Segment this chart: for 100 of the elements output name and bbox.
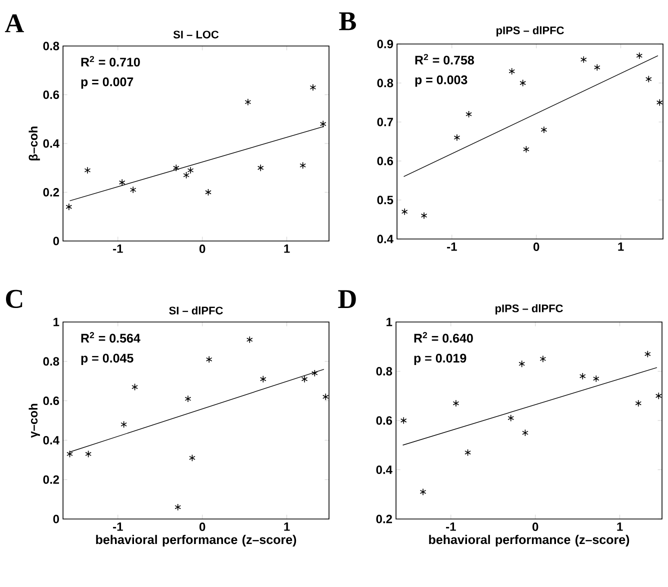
point bbox=[466, 110, 472, 118]
y-tick-label: 0.7 bbox=[377, 118, 393, 126]
point bbox=[118, 178, 126, 186]
point bbox=[592, 375, 600, 382]
y-tick-label: 1 bbox=[386, 318, 392, 326]
text: A bbox=[4, 14, 24, 32]
x-tick-label: 0 bbox=[533, 242, 540, 252]
chart-title: SI – LOC bbox=[173, 30, 219, 38]
y-tick-label: 0.8 bbox=[43, 42, 60, 50]
point bbox=[635, 400, 642, 407]
annotation: p = 0.019 bbox=[414, 354, 466, 366]
point bbox=[644, 350, 651, 358]
annotation: p = 0.003 bbox=[415, 75, 468, 87]
x-tick-label: -1 bbox=[447, 242, 457, 251]
point bbox=[85, 450, 92, 458]
y-tick-label: 0.4 bbox=[377, 234, 394, 244]
y-tick-label: 0.6 bbox=[376, 416, 392, 425]
point bbox=[540, 355, 546, 363]
point bbox=[464, 448, 471, 456]
annotation: R$^{2}$ = 0.710 bbox=[81, 56, 140, 67]
point bbox=[655, 392, 662, 400]
annotation: R$^{2}$ = 0.640 bbox=[414, 332, 473, 343]
x-tick-label: -1 bbox=[446, 522, 456, 531]
x-axis-title: behavioral performance (z–score) bbox=[429, 534, 630, 547]
chart-title: pIPS – dlPFC bbox=[496, 304, 563, 314]
point bbox=[508, 414, 514, 422]
y-tick-label: 0.4 bbox=[43, 139, 60, 148]
x-tick-label: 0 bbox=[199, 244, 206, 254]
x-tick-label: 0 bbox=[532, 522, 538, 532]
x-tick-label: 0 bbox=[199, 522, 206, 532]
x-tick-label: -1 bbox=[113, 244, 123, 253]
point bbox=[508, 68, 516, 75]
point bbox=[84, 166, 91, 174]
text: B bbox=[339, 12, 356, 30]
text: C bbox=[6, 290, 22, 308]
point bbox=[454, 134, 460, 142]
point bbox=[420, 212, 428, 220]
y-tick-label: 0 bbox=[53, 236, 59, 246]
y-tick-label: 0 bbox=[53, 514, 59, 524]
point bbox=[206, 356, 212, 364]
point bbox=[184, 395, 192, 402]
y-tick-label: 0.4 bbox=[43, 436, 60, 444]
chart-title: SI – dlPFC bbox=[169, 306, 223, 314]
point bbox=[257, 164, 264, 172]
point bbox=[311, 370, 318, 377]
point bbox=[540, 126, 548, 134]
x-axis-title: behavioral performance (z–score) bbox=[96, 534, 296, 547]
y-tick-label: 0.6 bbox=[377, 156, 394, 166]
y-axis-title: γ–coh bbox=[28, 404, 40, 438]
annotation: p = 0.045 bbox=[81, 354, 134, 366]
point bbox=[66, 203, 72, 210]
point bbox=[130, 186, 136, 194]
annotation: p = 0.007 bbox=[81, 77, 134, 89]
point bbox=[522, 429, 528, 436]
point bbox=[187, 166, 194, 174]
point bbox=[205, 188, 212, 196]
point bbox=[580, 56, 587, 64]
y-tick-label: 0.8 bbox=[377, 78, 394, 88]
point bbox=[520, 79, 526, 87]
point bbox=[322, 393, 329, 400]
point bbox=[518, 360, 525, 368]
x-tick-label: -1 bbox=[113, 522, 123, 531]
point bbox=[300, 162, 306, 170]
y-tick-label: 0.2 bbox=[43, 475, 59, 484]
point bbox=[120, 420, 127, 428]
point bbox=[246, 336, 253, 344]
x-tick-label: 1 bbox=[284, 522, 290, 531]
point bbox=[174, 504, 182, 511]
point bbox=[656, 98, 663, 106]
y-tick-label: 1 bbox=[54, 318, 60, 326]
point bbox=[310, 84, 316, 92]
point bbox=[523, 146, 530, 153]
point bbox=[244, 98, 252, 106]
point bbox=[645, 75, 652, 83]
y-tick-label: 0.6 bbox=[43, 396, 60, 406]
text: D bbox=[338, 290, 356, 308]
y-tick-label: 0.4 bbox=[376, 466, 392, 474]
x-tick-label: 1 bbox=[618, 242, 624, 251]
x-tick-label: 1 bbox=[284, 244, 290, 253]
point bbox=[260, 376, 266, 383]
point bbox=[183, 172, 190, 179]
point bbox=[594, 64, 600, 71]
chart-title: pIPS – dlPFC bbox=[496, 26, 564, 36]
y-tick-label: 0.8 bbox=[376, 367, 392, 376]
point bbox=[452, 400, 460, 407]
point bbox=[172, 164, 180, 172]
point bbox=[420, 488, 426, 496]
point bbox=[636, 52, 643, 60]
point bbox=[400, 416, 407, 424]
y-tick-label: 0.5 bbox=[377, 196, 394, 204]
point bbox=[579, 372, 586, 380]
annotation: R$^{2}$ = 0.564 bbox=[81, 332, 140, 343]
point bbox=[189, 454, 196, 462]
point bbox=[401, 208, 408, 216]
point bbox=[132, 383, 138, 391]
y-axis-title: β–coh bbox=[28, 126, 40, 160]
x-tick-label: 1 bbox=[617, 522, 623, 531]
y-tick-label: 0.6 bbox=[43, 90, 60, 99]
y-tick-label: 0.2 bbox=[376, 514, 392, 524]
point bbox=[301, 376, 308, 383]
